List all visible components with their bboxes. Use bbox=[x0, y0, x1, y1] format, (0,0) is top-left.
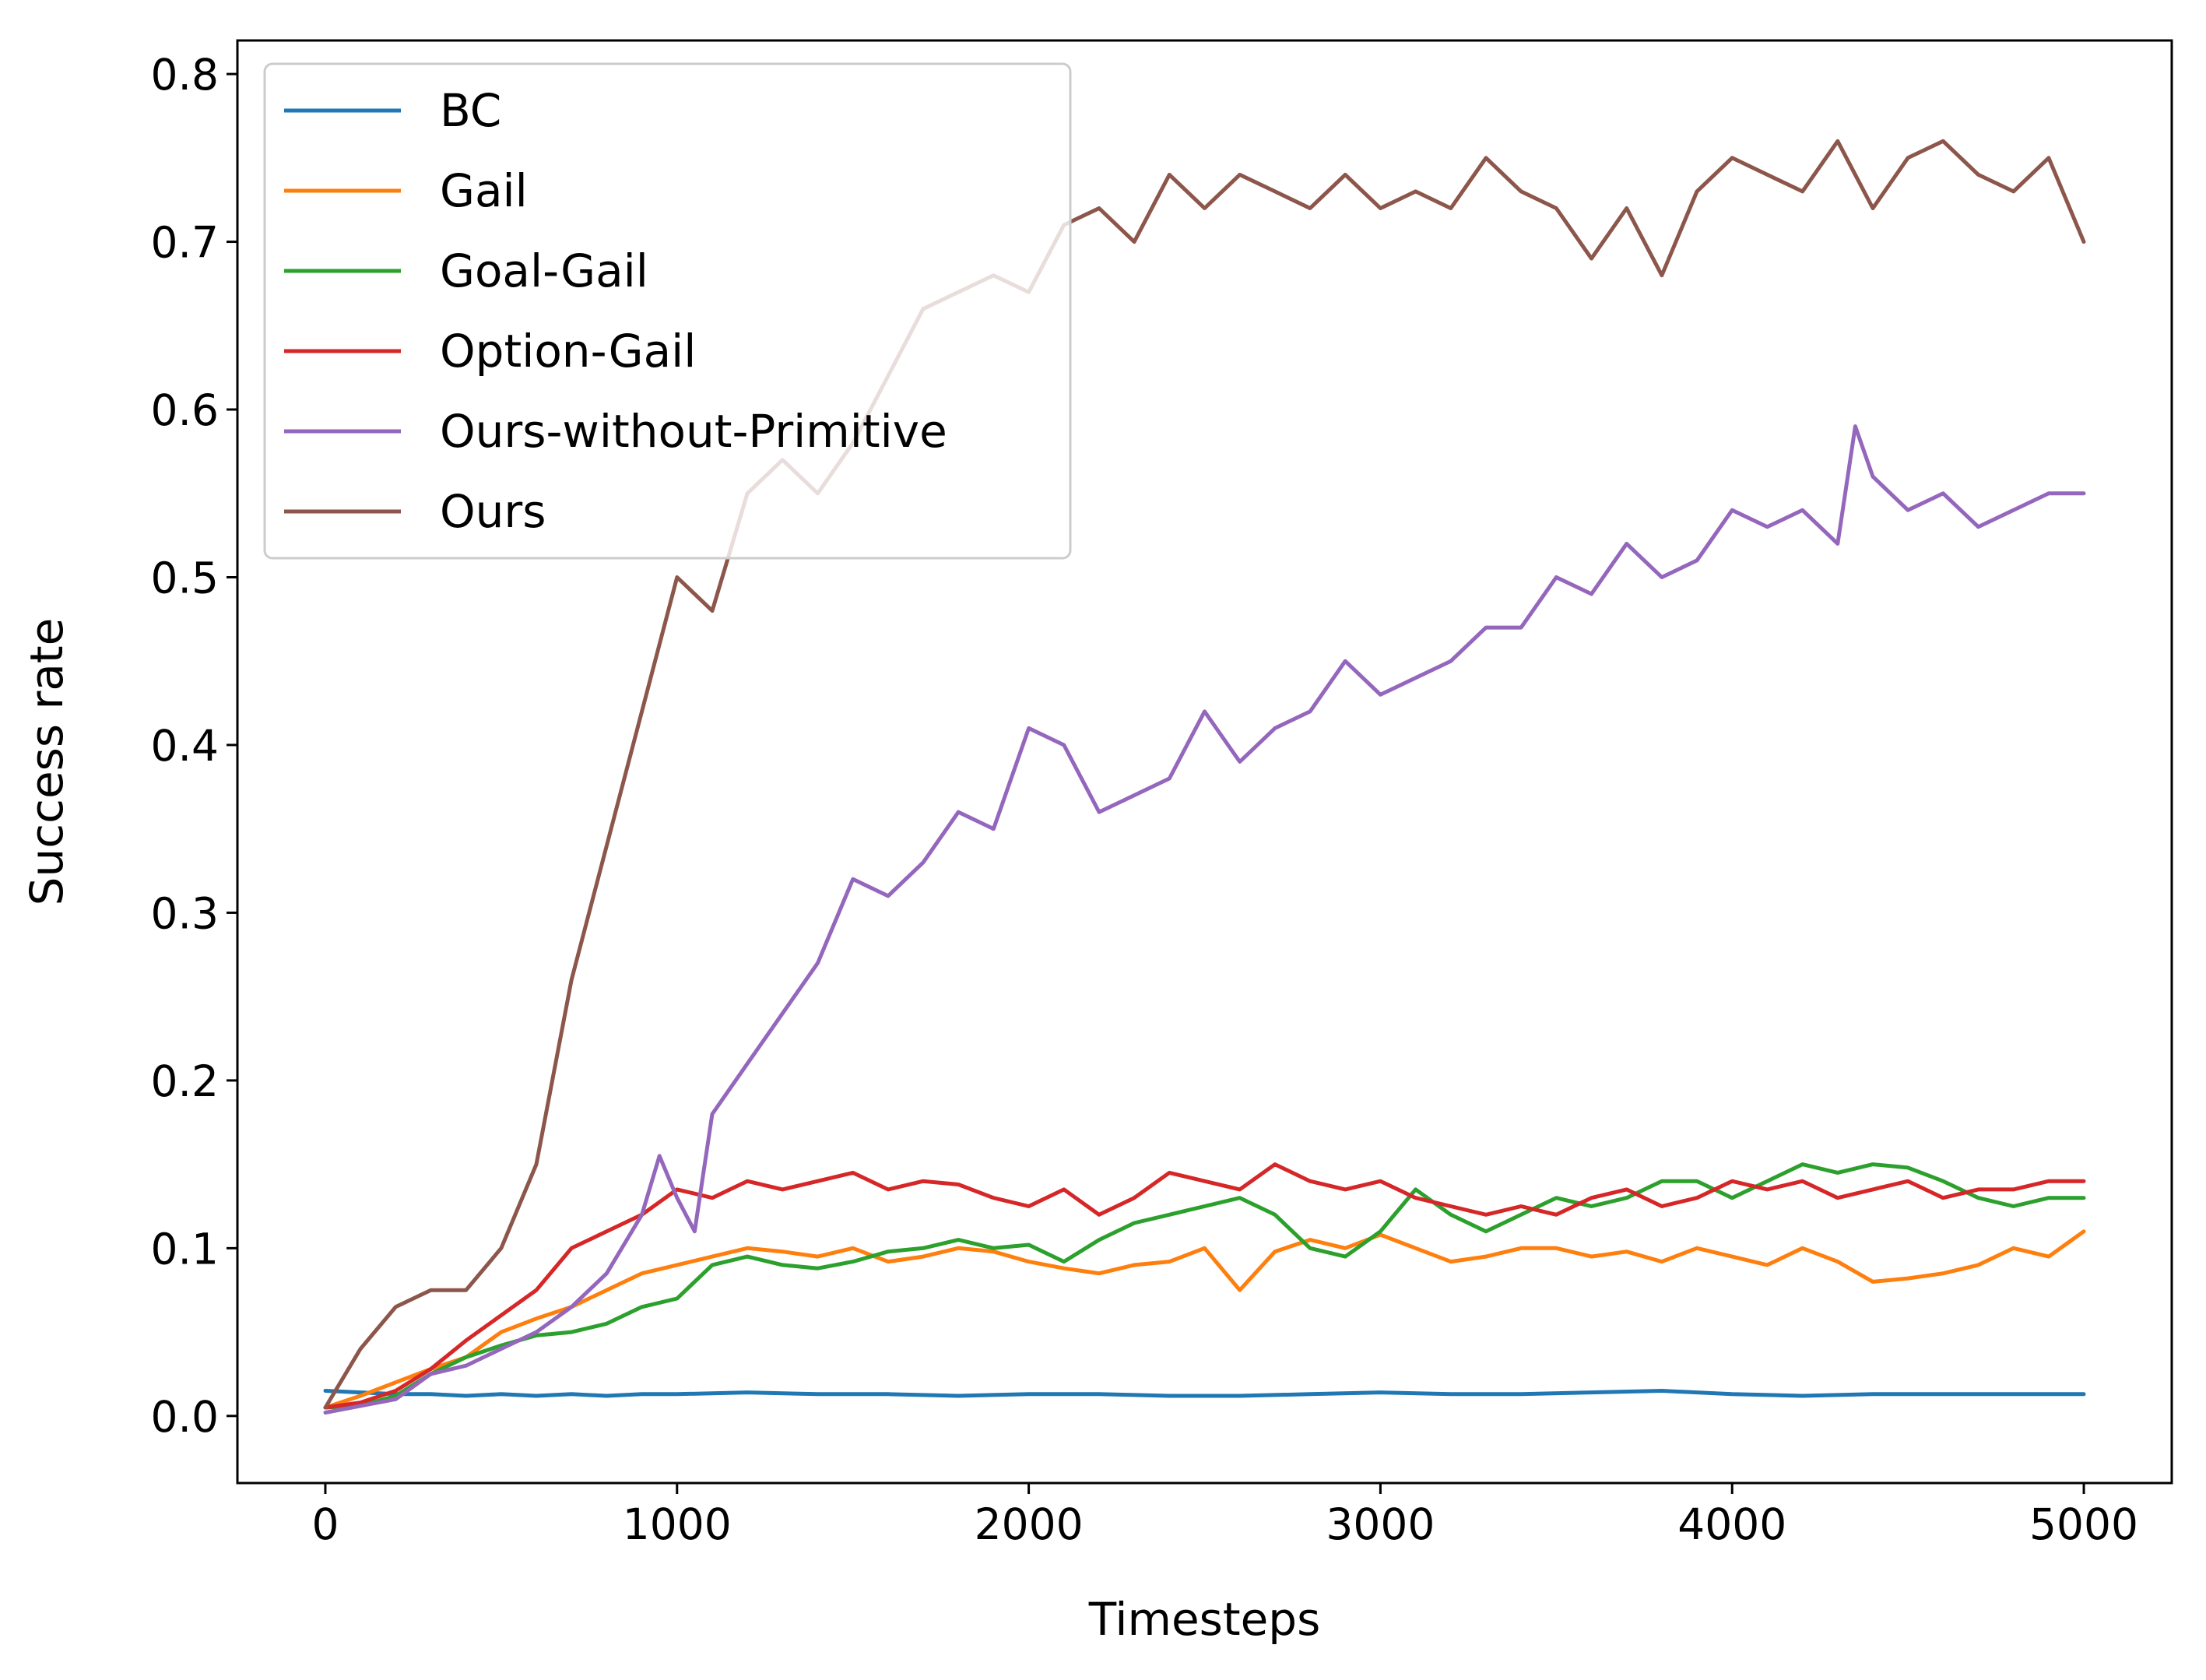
series-layer bbox=[323, 139, 2086, 1415]
legend-label: Ours bbox=[440, 485, 546, 538]
x-tick-label: 1000 bbox=[623, 1499, 732, 1549]
y-tick-label: 0.3 bbox=[151, 888, 219, 938]
series-line-ours-without-primitive bbox=[323, 424, 2086, 1415]
legend-label: Ours-without-Primitive bbox=[440, 405, 947, 458]
legend-box bbox=[263, 62, 1072, 560]
x-tick-label: 5000 bbox=[2029, 1499, 2138, 1549]
series-line-bc bbox=[323, 1389, 2086, 1398]
y-axis: 0.0 0.1 0.2 0.3 0.4 0.5 0.6 0.7 0.8 bbox=[151, 50, 237, 1442]
y-tick-label: 0.1 bbox=[151, 1224, 219, 1274]
y-tick-label: 0.7 bbox=[151, 218, 219, 268]
y-axis-title: Success rate bbox=[20, 618, 73, 906]
x-axis-title: Timesteps bbox=[1088, 1593, 1321, 1646]
legend-label: Gail bbox=[440, 164, 528, 217]
y-tick-label: 0.0 bbox=[151, 1392, 219, 1442]
series-line-goal-gail bbox=[323, 1162, 2086, 1410]
legend-label: BC bbox=[440, 84, 501, 137]
y-tick-label: 0.2 bbox=[151, 1056, 219, 1106]
x-axis: 0 1000 2000 3000 4000 5000 bbox=[311, 1483, 2138, 1549]
y-tick-label: 0.5 bbox=[151, 553, 219, 603]
x-tick-label: 0 bbox=[311, 1499, 339, 1549]
legend: BC Gail Goal-Gail Option-Gail Ours-without-P… bbox=[263, 62, 1072, 560]
x-tick-label: 4000 bbox=[1677, 1499, 1786, 1549]
plot-frame bbox=[236, 39, 2173, 1485]
series-line-ours bbox=[323, 139, 2086, 1410]
series-line-gail bbox=[323, 1229, 2086, 1410]
x-tick-label: 3000 bbox=[1326, 1499, 1435, 1549]
legend-label: Option-Gail bbox=[440, 325, 696, 378]
legend-label: Goal-Gail bbox=[440, 244, 648, 297]
series-line-option-gail bbox=[323, 1162, 2086, 1410]
y-tick-label: 0.4 bbox=[151, 721, 219, 771]
y-tick-label: 0.8 bbox=[151, 50, 219, 100]
x-tick-label: 2000 bbox=[975, 1499, 1084, 1549]
y-tick-label: 0.6 bbox=[151, 385, 219, 435]
